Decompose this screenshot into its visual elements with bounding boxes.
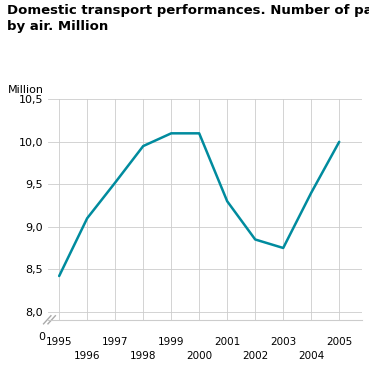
Text: 1995: 1995 <box>46 337 72 347</box>
Text: 2002: 2002 <box>242 351 268 361</box>
Text: 1998: 1998 <box>130 351 156 361</box>
Text: 2005: 2005 <box>326 337 352 347</box>
Text: Domestic transport performances. Number of passengers
by air. Million: Domestic transport performances. Number … <box>7 4 369 33</box>
Text: 2004: 2004 <box>298 351 324 361</box>
Text: 2001: 2001 <box>214 337 240 347</box>
Text: 1999: 1999 <box>158 337 184 347</box>
Text: 2003: 2003 <box>270 337 296 347</box>
Text: 1997: 1997 <box>102 337 128 347</box>
Text: 0: 0 <box>38 332 45 342</box>
Text: 1996: 1996 <box>74 351 100 361</box>
Text: 2000: 2000 <box>186 351 212 361</box>
Text: Million: Million <box>7 85 44 95</box>
